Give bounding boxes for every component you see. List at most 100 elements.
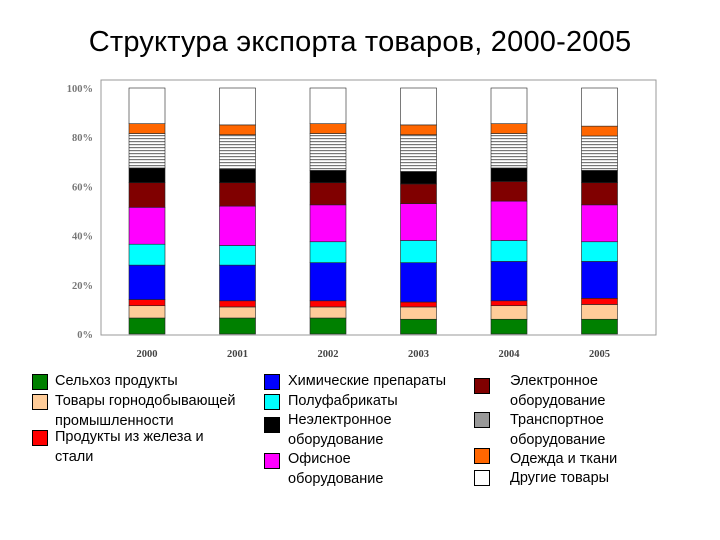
bar-segment: [581, 204, 618, 243]
bar-segment: [128, 317, 166, 335]
bar-segment: [128, 207, 166, 245]
bar-segment: [400, 183, 437, 204]
bar-segment: [581, 261, 618, 299]
bar-segment: [490, 123, 528, 134]
bar-segment: [400, 87, 437, 126]
bar-segment: [309, 306, 347, 319]
bar-segment: [219, 134, 256, 170]
bar-segment: [581, 87, 618, 127]
bar-segment: [400, 134, 437, 172]
bar-segment: [581, 125, 618, 137]
bar-segment: [490, 240, 528, 262]
bar-segment: [400, 318, 437, 335]
bar-segment: [128, 182, 166, 208]
legend-swatch: [264, 453, 280, 469]
bar-segment: [309, 317, 347, 335]
bar-segment: [581, 298, 618, 305]
bar-segment: [309, 170, 347, 184]
bar-segment: [490, 167, 528, 182]
bar-segment: [219, 87, 256, 126]
bar-segment: [309, 182, 347, 206]
bar-segment: [128, 264, 166, 300]
bar-segment: [400, 262, 437, 303]
bar-segment: [581, 135, 618, 171]
legend-swatch: [474, 470, 490, 486]
plot-frame: [100, 79, 657, 336]
y-tick-label: 0%: [77, 330, 93, 341]
bar-segment: [490, 305, 528, 320]
x-tick-label: 2001: [227, 349, 248, 360]
x-tick-label: 2000: [137, 349, 158, 360]
legend-label: Электронное оборудование: [510, 373, 606, 409]
bar-segment: [219, 168, 256, 184]
bar-segment: [128, 123, 166, 134]
bar-segment: [400, 301, 437, 308]
legend-label: Транспортное оборудование: [510, 412, 606, 448]
x-tick-label: 2002: [318, 349, 339, 360]
bar-segment: [490, 133, 528, 169]
legend-swatch: [264, 417, 280, 433]
legend-label: Другие товары: [510, 470, 610, 486]
bar-segment: [581, 241, 618, 262]
bar-segment: [490, 181, 528, 202]
legend-swatch: [474, 412, 490, 428]
y-tick-label: 60%: [72, 182, 93, 193]
y-tick-label: 20%: [72, 281, 93, 292]
bar-segment: [219, 124, 256, 136]
bar-segment: [128, 305, 166, 319]
legend-swatch: [32, 394, 48, 410]
bar-segment: [309, 123, 347, 134]
bar-segment: [309, 204, 347, 243]
y-tick-label: 80%: [72, 133, 93, 144]
bar-segment: [581, 304, 618, 320]
legend-label: Одежда и ткани: [510, 451, 618, 467]
bar-segment: [128, 87, 166, 124]
bar-segment: [219, 245, 256, 266]
bar-segment: [309, 87, 347, 124]
bar-segment: [400, 171, 437, 185]
stacked-bar-chart: 0% 20% 40% 60% 80% 100% 2000 2001 2002 2003 2004 20…: [67, 79, 657, 360]
bar-segment: [219, 205, 256, 246]
legend-label: Товары горнодобывающей промышленности: [55, 393, 236, 429]
bar-segment: [309, 133, 347, 171]
bar-segment: [128, 299, 166, 307]
legend-label: Химические препараты: [288, 373, 447, 389]
bar-segment: [400, 240, 437, 263]
chart-title: Структура экспорта товаров, 2000-2005: [88, 26, 632, 58]
bar-segment: [490, 87, 528, 124]
legend-swatch: [474, 378, 490, 394]
x-tick-label: 2003: [408, 349, 429, 360]
bar-segment: [128, 243, 166, 266]
bar-segment: [490, 318, 528, 335]
legend-label: Продукты из железа и стали: [55, 429, 204, 465]
bar-segment: [400, 124, 437, 136]
bar-segment: [309, 300, 347, 308]
legend-swatch: [264, 394, 280, 410]
bar-segment: [309, 241, 347, 263]
bar-segment: [490, 200, 528, 241]
legend-label: Полуфабрикаты: [288, 393, 398, 409]
legend-swatch: [264, 374, 280, 390]
bar-segment: [490, 261, 528, 302]
legend-swatch: [32, 430, 48, 446]
bar-segment: [581, 182, 618, 206]
bar-segment: [490, 300, 528, 307]
y-tick-label: 100%: [67, 84, 93, 95]
bar-segment: [400, 306, 437, 320]
legend-label: Неэлектронное оборудование: [288, 412, 392, 448]
bar-segment: [219, 264, 256, 302]
bar-segment: [581, 170, 618, 184]
legend-label: Сельхоз продукты: [55, 373, 178, 389]
x-tick-label: 2004: [499, 349, 521, 360]
x-tick-label: 2005: [589, 349, 610, 360]
y-tick-label: 40%: [72, 232, 93, 243]
bar-segment: [309, 262, 347, 302]
legend-swatch: [32, 374, 48, 390]
bar-segment: [219, 300, 256, 308]
bar-segment: [219, 306, 256, 319]
bar-segment: [400, 203, 437, 241]
bar-segment: [219, 182, 256, 207]
bar-segment: [128, 167, 166, 184]
bar-segment: [128, 133, 166, 169]
legend-swatch: [474, 448, 490, 464]
